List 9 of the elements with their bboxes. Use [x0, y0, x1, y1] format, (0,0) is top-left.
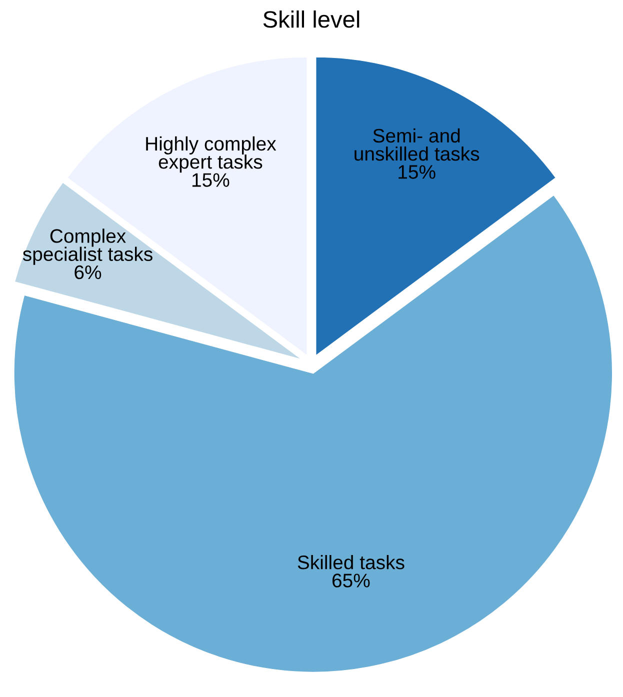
chart-title: Skill level [263, 10, 360, 28]
data-label: 6% [74, 265, 102, 280]
slice-label: Skilled tasks [298, 555, 404, 570]
slice-label: Complex specialist tasks [22, 228, 152, 265]
slice-label: Semi- and unskilled tasks [354, 128, 480, 161]
data-label: 15% [398, 165, 436, 179]
slice-label: Highly complex expert tasks [146, 136, 276, 173]
data-label: 65% [332, 574, 370, 588]
data-label: 15% [192, 173, 230, 187]
